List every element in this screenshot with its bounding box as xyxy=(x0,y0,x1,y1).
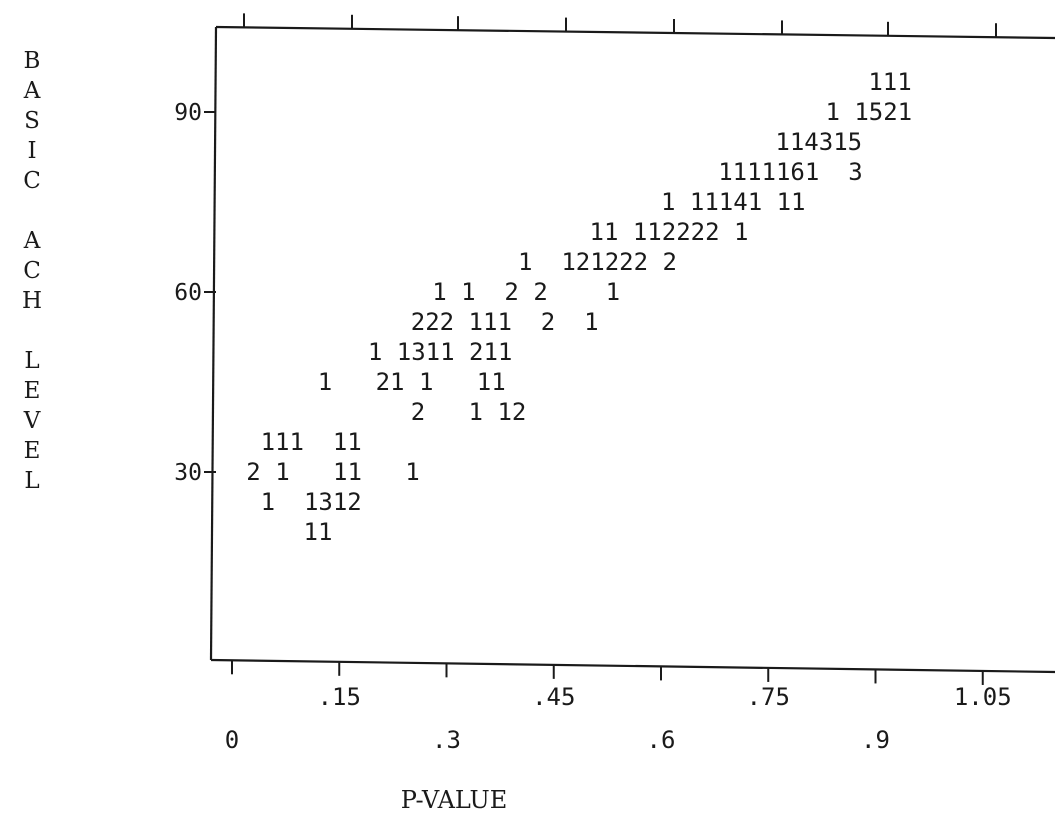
point-count-row: 1 1312 xyxy=(261,488,362,516)
point-count-row: 1 1 2 2 1 xyxy=(432,278,620,306)
point-count-row: 11 112222 1 xyxy=(590,218,749,246)
point-count-row: 1 21 1 11 xyxy=(318,368,506,396)
point-count-row: 111 11 xyxy=(261,428,362,456)
x-tick-label: 0 xyxy=(225,726,239,754)
point-count-row: 1 11141 11 xyxy=(661,188,806,216)
y-axis-title-letter: H xyxy=(22,288,42,314)
y-axis-title-letter: C xyxy=(23,168,41,194)
x-tick-label: .45 xyxy=(532,683,575,711)
point-count-row: 2 1 12 xyxy=(411,398,527,426)
point-count-row: 1 121222 2 xyxy=(518,248,677,276)
x-tick-label: 1.05 xyxy=(954,683,1012,711)
point-count-row: 114315 xyxy=(775,128,862,156)
y-axis-title-letter: L xyxy=(24,468,39,494)
plot-frame xyxy=(209,13,1055,674)
x-axis-ticks: 0 .15 .3 .45 .6 .75 .9 1.05 xyxy=(225,660,1012,754)
y-axis-title-letter: C xyxy=(23,258,41,284)
y-axis-title-letter: A xyxy=(23,228,41,254)
x-axis-title: P-VALUE xyxy=(401,786,508,814)
x-tick-label: .75 xyxy=(747,683,790,711)
y-tick-label: 30 xyxy=(174,460,202,486)
y-axis-title-letter: S xyxy=(24,108,40,134)
y-axis-title-letter: L xyxy=(24,348,39,374)
y-axis-title-letter: V xyxy=(23,408,41,434)
x-tick-label: .9 xyxy=(861,726,890,754)
x-tick-label: .15 xyxy=(318,683,361,711)
point-count-row: 1 1521 xyxy=(825,98,912,126)
y-tick-label: 90 xyxy=(174,100,202,126)
point-count-row: 11 xyxy=(304,518,333,546)
y-axis-title-letter: B xyxy=(24,48,41,74)
y-axis-title-letter: A xyxy=(23,78,41,104)
frame-top xyxy=(215,25,1055,40)
point-count-row: 2 1 11 1 xyxy=(246,458,419,486)
y-axis-title-letter: E xyxy=(24,378,41,404)
x-tick-label: .3 xyxy=(432,726,461,754)
y-tick-label: 60 xyxy=(174,280,202,306)
x-tick-label: .6 xyxy=(647,726,676,754)
y-axis-title-letter: I xyxy=(27,138,36,164)
y-axis-ticks: 30 60 90 xyxy=(174,100,216,486)
point-count-row: 1 1311 211 xyxy=(368,338,512,366)
frame-left xyxy=(209,26,218,661)
point-count-row: 222 111 2 1 xyxy=(411,308,599,336)
frame-bottom xyxy=(210,658,1055,674)
point-count-row: 1111161 3 xyxy=(718,158,863,186)
point-count-row: 111 xyxy=(868,68,911,96)
y-axis-title-letter: E xyxy=(24,438,41,464)
